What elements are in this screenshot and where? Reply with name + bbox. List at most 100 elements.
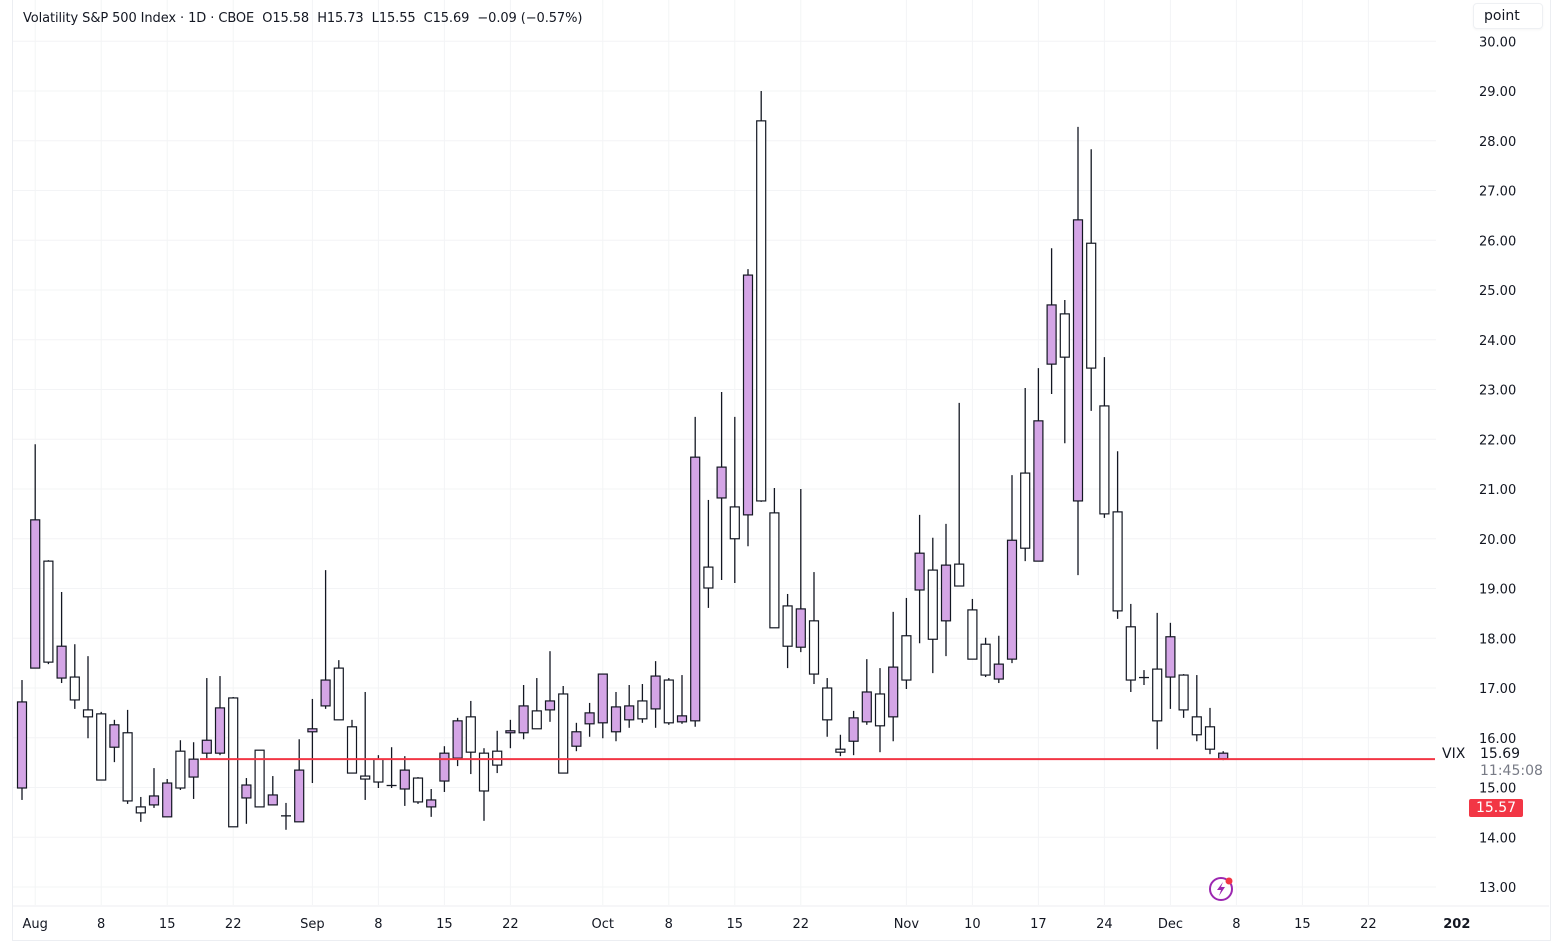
candle (465, 700, 476, 775)
candle (478, 748, 490, 821)
candle (756, 91, 767, 502)
y-tick-label: 28.00 (1479, 135, 1516, 150)
candle (650, 661, 661, 728)
x-tick-label: 8 (374, 917, 382, 932)
candle (888, 611, 899, 742)
candle-body (1178, 674, 1189, 711)
chart-frame (12, 0, 1551, 941)
x-tick-label: 202 (1443, 917, 1470, 932)
candle (822, 678, 833, 737)
candle (584, 702, 595, 737)
candle (1191, 675, 1202, 742)
candle-body (1218, 752, 1229, 760)
candle-body (756, 120, 767, 502)
y-tick-label: 14.00 (1479, 831, 1516, 846)
y-tick-label: 15.00 (1479, 782, 1516, 797)
candle (544, 651, 556, 722)
candle (1086, 149, 1097, 411)
candle-body (412, 777, 424, 803)
candle-body (940, 564, 952, 622)
x-tick-label: 15 (159, 917, 176, 932)
y-tick-label: 25.00 (1479, 284, 1516, 299)
candle (346, 719, 358, 774)
candle (782, 593, 793, 669)
candle-body (426, 799, 437, 808)
scale-mode-button[interactable]: point (1473, 3, 1543, 29)
candle (637, 684, 648, 723)
x-tick-label: Dec (1158, 917, 1183, 932)
candle-body (241, 784, 252, 799)
bar-countdown: 11:45:08 (1480, 763, 1543, 779)
candle-body (742, 274, 754, 516)
x-tick-label: 22 (502, 917, 519, 932)
x-tick-label: 22 (225, 917, 242, 932)
candle (1139, 670, 1149, 686)
candle (148, 768, 160, 808)
candle (901, 597, 912, 689)
candle-body (1006, 539, 1018, 660)
x-tick-label: 15 (727, 917, 744, 932)
candle (16, 680, 28, 800)
candle (294, 739, 305, 823)
symbol-axis-label: VIX (1442, 746, 1466, 762)
last-value-label: 15.69 (1480, 746, 1521, 762)
candle (122, 709, 133, 804)
lightning-bolt-icon[interactable] (1208, 874, 1236, 902)
candle-body (30, 519, 41, 669)
separator: · (180, 11, 185, 26)
candle-body (703, 566, 714, 589)
x-tick-label: 17 (1030, 917, 1047, 932)
x-tick-label: 8 (97, 917, 105, 932)
candle-body (294, 769, 305, 823)
x-tick-label: 24 (1096, 917, 1113, 932)
candle (1046, 248, 1057, 394)
candle (1006, 475, 1018, 664)
candle-body (571, 731, 582, 747)
y-tick-label: 30.00 (1479, 35, 1516, 50)
candle-body (1020, 472, 1031, 549)
candle-body (43, 560, 54, 663)
candle-body (980, 643, 991, 676)
x-tick-label: Sep (300, 917, 325, 932)
separator: · (210, 11, 215, 26)
candle (980, 637, 991, 678)
grid (13, 0, 1549, 907)
candle (861, 659, 872, 725)
candle-body (1059, 313, 1070, 358)
candle-body (505, 730, 516, 734)
candle-body (175, 750, 186, 789)
candle-body (122, 732, 133, 802)
candle (927, 537, 938, 674)
candle (954, 402, 965, 587)
candle-body (663, 679, 674, 724)
candle (1033, 368, 1044, 562)
candle-body (782, 605, 793, 647)
candle (1204, 707, 1216, 755)
candle-body (637, 700, 648, 720)
candle (162, 779, 173, 818)
candle-body (822, 687, 833, 721)
time-axis[interactable]: Aug 8 15 22 Sep 8 15 22 Oct 8 15 22 Nov 10 17 24 Dec 8 15 2… (23, 917, 1471, 932)
candle (1112, 451, 1123, 619)
interval[interactable]: 1D (188, 11, 207, 26)
y-tick-label: 19.00 (1479, 583, 1516, 598)
candle (109, 719, 120, 763)
candle (439, 746, 450, 792)
candle-body (1165, 636, 1176, 678)
price-axis[interactable]: 13.00 14.00 15.00 16.00 17.00 18.00 19.00 20.00… (1479, 35, 1516, 896)
candle-body (214, 707, 226, 754)
candle-body (162, 782, 173, 818)
candle-body (478, 752, 490, 792)
candle (1178, 674, 1189, 718)
candle (1072, 126, 1084, 576)
candle (597, 673, 608, 739)
candle (914, 514, 925, 644)
candle-body (228, 697, 239, 828)
candle (835, 734, 846, 757)
y-tick-label: 24.00 (1479, 334, 1516, 349)
candle (201, 678, 212, 759)
candle (96, 711, 107, 781)
candle-body (531, 710, 542, 730)
candle (320, 570, 331, 709)
